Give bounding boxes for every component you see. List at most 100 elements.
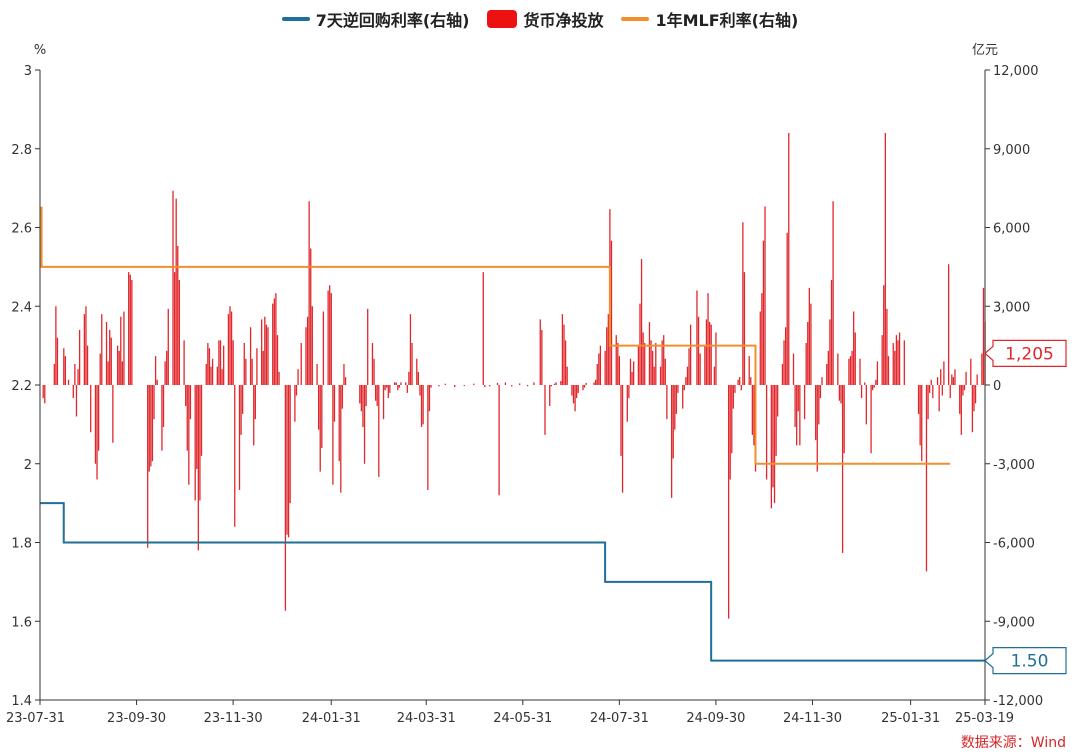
net-injection-bar [196,385,198,469]
left-axis-unit: % [34,43,46,58]
net-injection-bar [642,332,644,385]
net-injection-bar [943,361,945,386]
net-injection-bar [689,324,692,386]
net-injection-bar [430,385,432,388]
net-injection-bar [838,385,841,401]
net-injection-bar [949,385,951,399]
net-injection-bar [261,319,263,386]
net-injection-bar [549,385,551,406]
net-injection-bar [365,385,367,406]
left-axis-tick-label: 2.6 [11,222,32,237]
legend-item-repo[interactable]: 7天逆回购利率(右轴) [281,7,469,31]
net-injection-bar [606,327,608,385]
net-injection-bar [686,366,689,386]
net-injection-bar [685,377,687,386]
net-injection-bar [952,377,955,386]
net-injection-bar [488,385,491,387]
net-injection-bar [632,361,635,386]
net-injection-bar [397,385,399,391]
net-injection-bar [177,245,179,386]
net-injection-bar [316,364,318,385]
net-injection-bar [378,385,380,477]
net-injection-bar [727,385,730,619]
net-injection-bar [249,327,252,385]
x-axis-tick-label: 24-01-31 [302,711,361,726]
net-injection-bar [699,353,701,385]
net-injection-bar [417,371,420,386]
net-injection-bar [294,385,296,422]
net-injection-bar [954,369,956,385]
right-axis-tick-label: -9,000 [993,615,1035,630]
net-injection-bar [827,350,829,386]
net-injection-bar [183,340,185,386]
net-injection-bar [341,385,344,409]
net-injection-bar [211,358,214,385]
right-axis-tick-label: 12,000 [993,64,1039,79]
net-injection-bar [927,385,929,420]
net-injection-bar [409,314,412,386]
net-injection-bar [583,385,586,388]
net-injection-bar [710,324,712,386]
net-injection-bar [83,314,86,386]
net-injection-bar [648,322,651,385]
net-injection-bar [243,343,245,385]
net-injection-bar [794,385,796,427]
legend-item-mlf[interactable]: 1年MLF利率(右轴) [621,7,798,31]
net-injection-bar [761,293,763,386]
x-axis-tick-label: 25-01-31 [881,711,940,726]
legend-item-net[interactable]: 货币净投放 [487,7,603,31]
net-injection-bar [550,385,552,387]
net-injection-bar [245,358,247,385]
net-injection-bar [715,332,717,385]
legend: 7天逆回购利率(右轴) 货币净投放 1年MLF利率(右轴) [0,8,1080,30]
net-injection-bar [870,385,872,454]
net-injection-bar [389,385,391,393]
net-injection-bar [382,385,385,420]
net-injection-bar [85,306,87,385]
left-axis-tick-label: 2.8 [11,143,32,158]
net-injection-bar [577,385,579,393]
net-injection-bar [173,272,176,386]
right-axis-tick-label: 3,000 [993,300,1030,315]
x-axis-tick-label: 24-09-30 [686,711,745,726]
net-injection-bar [194,385,196,501]
net-injection-bar [533,382,535,386]
net-injection-bar [256,348,258,385]
net-injection-bar [705,319,708,386]
net-injection-bar [327,290,329,385]
net-injection-bar [792,353,795,385]
left-axis: % 1.4 1.6 1.8 2 2.2 2.4 2.6 2.8 3 [11,43,46,709]
net-injection-bar [941,385,943,396]
net-injection-bar [639,303,641,386]
net-injection-bar [740,385,742,391]
net-injection-bar [898,332,901,385]
net-injection-bar [340,385,342,493]
net-injection-bar [962,385,964,396]
net-injection-bar [156,379,158,385]
net-injection-bar [109,329,111,386]
net-injection-bar [610,240,613,386]
net-injection-bar [120,316,122,385]
net-injection-bar [837,353,839,385]
net-injection-bar [162,385,165,427]
net-injection-bar [265,324,268,386]
net-injection-bar [422,385,424,425]
net-injection-bar [881,335,883,385]
net-injection-bar [42,385,44,399]
net-injection-bar [976,374,978,385]
net-injection-bar [343,364,345,385]
net-injection-bar [770,385,773,509]
left-axis-tick-label: 3 [24,64,32,79]
net-injection-bar [295,385,298,396]
net-injection-bar [498,385,500,496]
net-injection-bar [185,385,187,406]
net-injection-bar [175,198,177,385]
net-injection-bar [444,383,446,385]
net-injection-bar [819,385,822,399]
net-injection-bar [919,385,921,446]
net-injection-bar [731,385,733,454]
net-injection-bar [322,311,325,385]
repo-rate-line [40,502,985,662]
net-injection-bar [799,385,801,446]
net-injection-bar [748,356,750,385]
